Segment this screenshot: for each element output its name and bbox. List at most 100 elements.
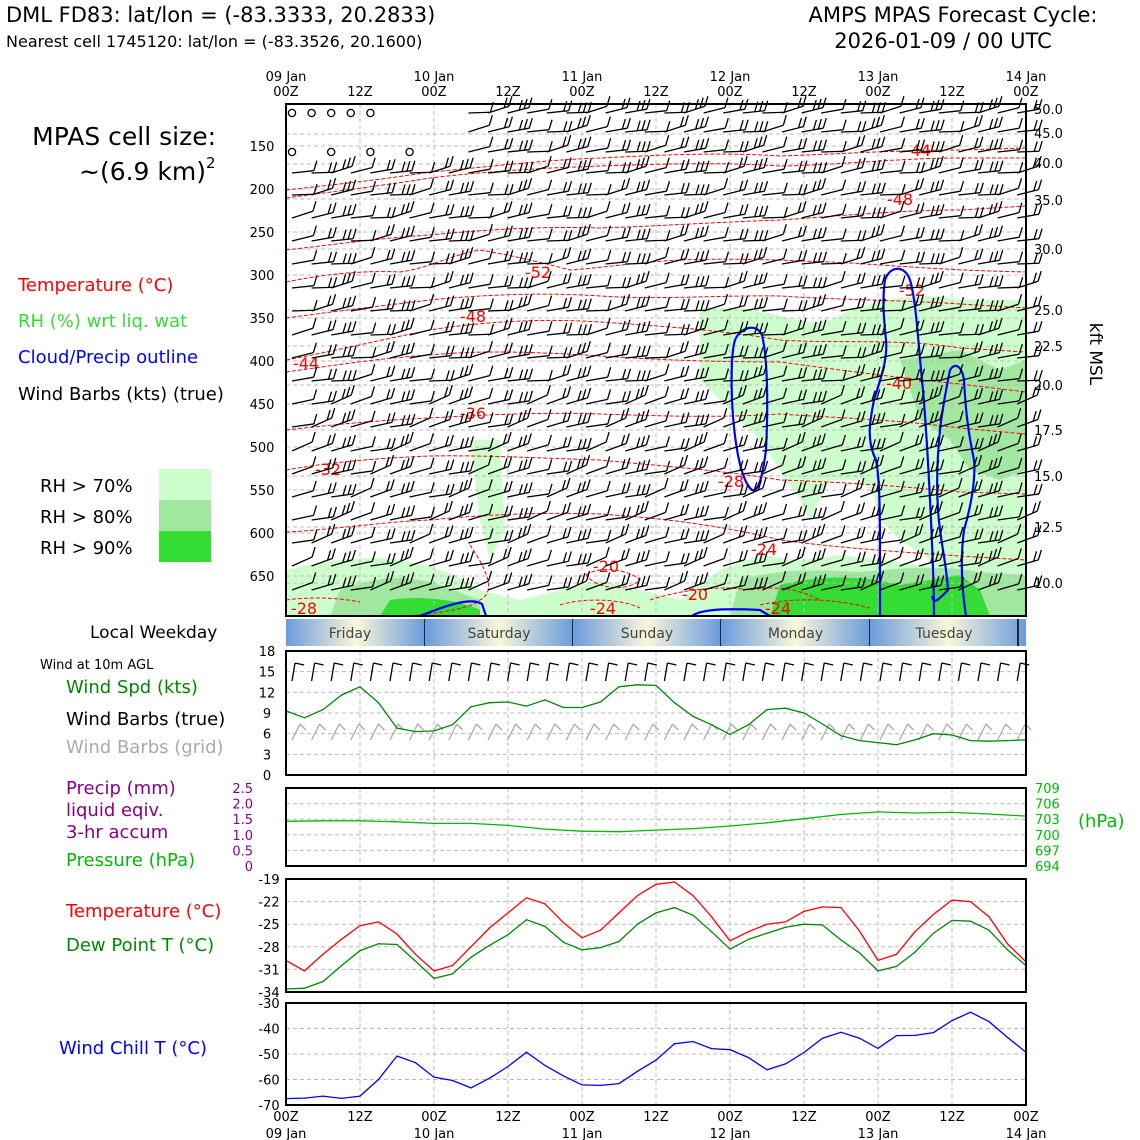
barb-feather [993, 482, 998, 493]
barb-feather [390, 387, 396, 399]
barb-staff [664, 562, 687, 567]
barb-true [506, 662, 512, 682]
barb-feather [389, 570, 395, 582]
barb-feather [469, 460, 475, 472]
barb-feather [327, 252, 333, 263]
barb-staff [546, 306, 569, 312]
barb-feather [465, 206, 470, 217]
barb-feather [385, 225, 391, 236]
barb-feather [635, 412, 641, 424]
barb-staff [801, 107, 824, 114]
barb-feather [346, 502, 351, 514]
barb-staff [1016, 534, 1039, 544]
barb-feather [547, 295, 553, 306]
barb-feather [1038, 483, 1043, 495]
barb-feather [979, 528, 984, 539]
barb-feather [326, 409, 331, 421]
barb-staff [781, 398, 804, 405]
windchill-line-point [322, 1095, 324, 1097]
barb-feather [445, 296, 450, 308]
barb-feather [1018, 319, 1023, 330]
barb-feather [881, 136, 886, 147]
dewpoint-line-point [914, 951, 916, 953]
temp-contour [559, 599, 641, 609]
barb-staff [781, 259, 804, 265]
barb-feather [989, 139, 994, 151]
barb-feather [798, 276, 803, 287]
barb-feather [527, 433, 532, 444]
barb-feather [645, 271, 650, 282]
barb-staff [527, 468, 549, 475]
barb-feather [636, 120, 641, 131]
barb-staff [781, 193, 805, 196]
barb-staff [605, 107, 628, 114]
barb-feather [699, 226, 705, 238]
barb-feather [857, 347, 862, 358]
barb-feather [900, 342, 905, 353]
barb-feather [875, 456, 880, 468]
temp-contour [285, 293, 1027, 319]
barb-feather [742, 500, 747, 512]
barb-feather [680, 529, 685, 540]
barb-staff [879, 105, 902, 114]
barb-staff [350, 282, 373, 289]
barb-feather [459, 159, 465, 171]
barb-feather [930, 100, 935, 112]
barb-feather [548, 370, 553, 381]
barb-feather [900, 505, 906, 516]
barb-feather [1018, 368, 1024, 379]
barb-feather [331, 294, 337, 305]
barb-feather [685, 136, 690, 147]
barb-staff [468, 333, 491, 336]
barb-feather [1033, 296, 1038, 308]
barb-feather [372, 230, 377, 241]
wind-speed-line-point [303, 717, 306, 719]
barb-feather [821, 433, 826, 444]
windchill-line-point [803, 1051, 805, 1054]
barb-staff [350, 470, 373, 475]
barb-feather [389, 454, 395, 466]
barb-feather [994, 250, 999, 262]
barb-feather [1018, 139, 1024, 150]
barb-feather [999, 413, 1004, 425]
barb-feather [621, 320, 626, 332]
barb-staff [860, 124, 882, 133]
barb-feather [816, 549, 822, 561]
barb-feather [582, 413, 587, 424]
barb-staff [605, 417, 626, 428]
barb-staff [919, 468, 941, 475]
barb-staff [840, 239, 863, 242]
pressure-line-point [877, 811, 879, 813]
barb-staff [977, 352, 1000, 359]
cycle-title: AMPS MPAS Forecast Cycle: [809, 3, 1098, 27]
barb-feather [450, 370, 455, 381]
barb-feather [861, 576, 867, 588]
dewpoint-line-point [988, 929, 990, 931]
barb-true [898, 662, 904, 682]
barb-feather [352, 459, 357, 470]
barb-feather [935, 204, 940, 216]
barb-feather [404, 433, 410, 445]
panel-frame [285, 1002, 1027, 1106]
windchill-line-point [858, 1037, 861, 1039]
barb-staff [644, 256, 666, 265]
barb-feather [992, 433, 998, 445]
barb-feather [870, 458, 875, 470]
barb-staff [762, 216, 785, 219]
barb-feather [974, 274, 979, 286]
upper-panel-frame [285, 103, 1027, 617]
barb-feather [635, 159, 641, 170]
barb-staff [409, 417, 430, 428]
barb-staff [487, 490, 510, 498]
barb-feather [410, 342, 415, 353]
barb-staff [409, 400, 432, 405]
barb-staff [291, 235, 314, 242]
barb-staff [428, 280, 451, 289]
barb-feather [621, 162, 627, 173]
barb-true [702, 662, 708, 682]
barb-feather [664, 502, 670, 513]
windchill-line-point [340, 1097, 343, 1099]
precip-tick: 2.0 [232, 798, 253, 813]
barb-feather [783, 182, 788, 193]
barb-feather [680, 159, 685, 171]
